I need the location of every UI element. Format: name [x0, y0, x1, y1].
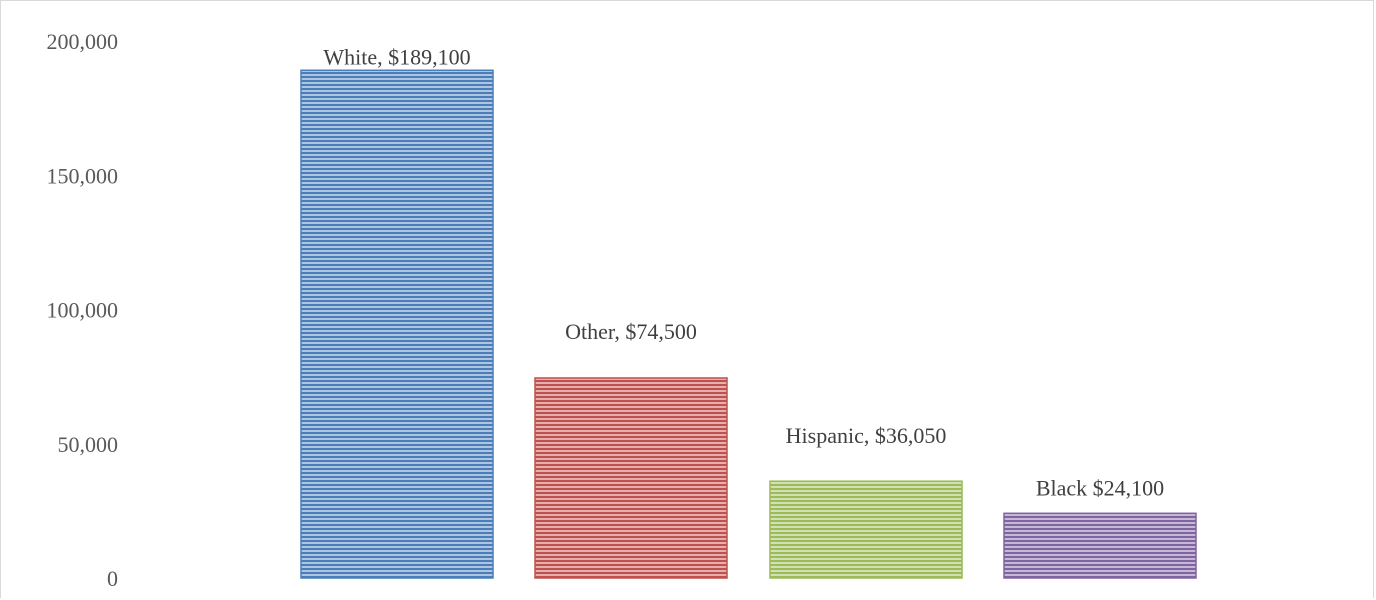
bars-group [300, 69, 1197, 579]
y-tick-label: 100,000 [47, 298, 119, 323]
data-label-black: Black $24,100 [1036, 475, 1164, 500]
data-label-hispanic: Hispanic, $36,050 [786, 423, 947, 448]
y-tick-label: 150,000 [47, 163, 119, 188]
data-label-other: Other, $74,500 [565, 319, 697, 344]
y-axis-tick-labels: 0 50,000 100,000 150,000 200,000 [47, 29, 119, 591]
y-tick-label: 0 [107, 566, 118, 591]
bar-black [1003, 512, 1197, 579]
bar-white [300, 69, 494, 579]
bar-hispanic [769, 480, 963, 579]
data-label-white: White, $189,100 [323, 44, 470, 69]
bar-other [534, 377, 728, 579]
y-tick-label: 50,000 [58, 432, 119, 457]
y-tick-label: 200,000 [47, 29, 119, 54]
data-labels-group: White, $189,100 Other, $74,500 Hispanic, $… [323, 44, 1164, 500]
